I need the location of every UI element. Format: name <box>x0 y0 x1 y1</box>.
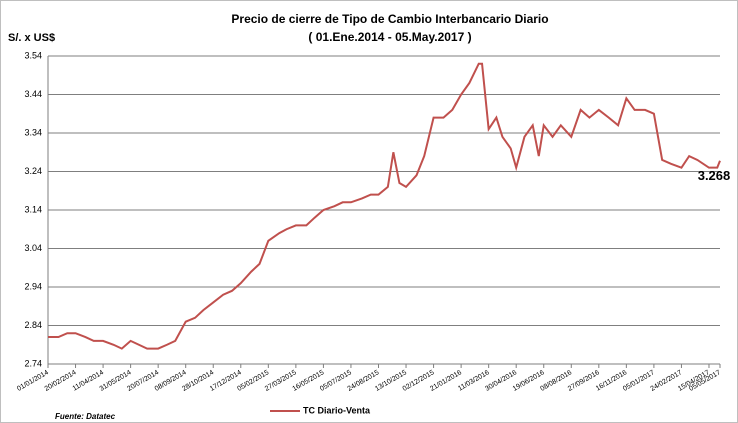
chart-subtitle: ( 01.Ene.2014 - 05.May.2017 ) <box>308 30 471 44</box>
line-series <box>48 62 721 350</box>
y-tick-label: 3.44 <box>24 89 42 99</box>
y-tick-label: 2.84 <box>24 320 42 330</box>
legend-label: TC Diario-Venta <box>303 405 371 415</box>
y-tick-label: 2.74 <box>24 358 42 368</box>
annotation: 3.268 <box>698 168 731 183</box>
y-tick-label: 3.04 <box>24 243 42 253</box>
y-tick-label: 3.14 <box>24 204 42 214</box>
y-tick-label: 3.34 <box>24 127 42 137</box>
y-tick-label: 2.94 <box>24 281 42 291</box>
source: Fuente: Datatec <box>55 412 116 421</box>
y-axis-label: S/. x US$ <box>8 32 55 44</box>
y-tick-label: 3.54 <box>24 50 42 60</box>
chart-title: Precio de cierre de Tipo de Cambio Inter… <box>231 12 548 26</box>
y-tick-label: 3.24 <box>24 166 42 176</box>
